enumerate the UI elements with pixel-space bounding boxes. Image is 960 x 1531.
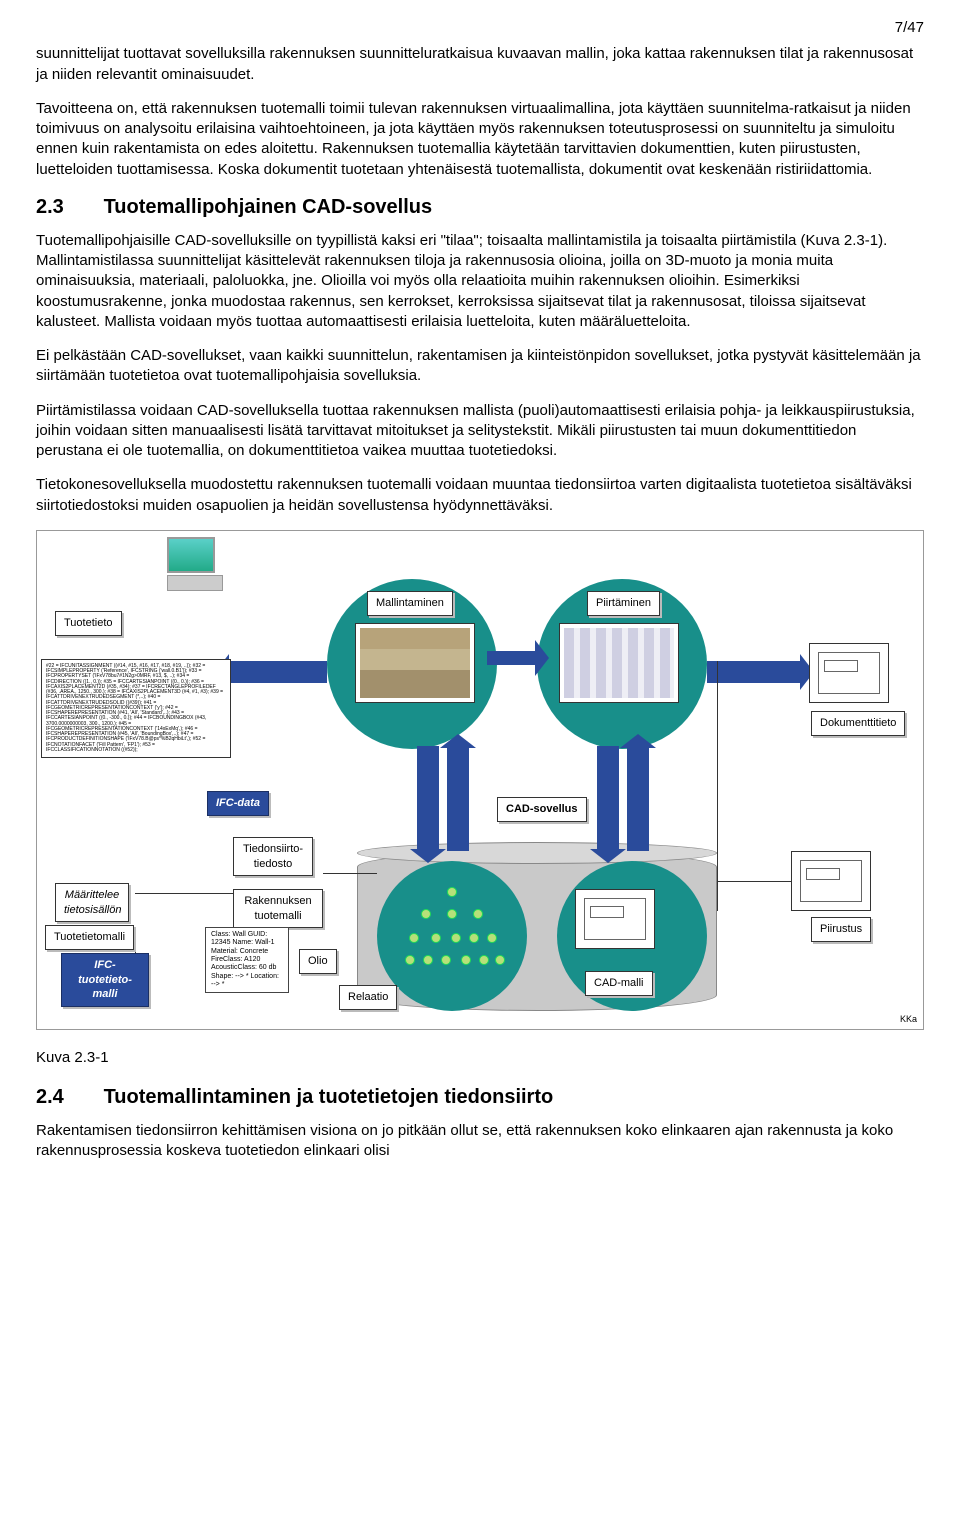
label-piirtaminen: Piirtäminen: [587, 591, 660, 616]
label-mallintaminen: Mallintaminen: [367, 591, 453, 616]
label-olio: Olio: [299, 949, 337, 974]
label-rakennuksen-tuotemalli: Rakennuksen tuotemalli: [233, 889, 323, 929]
page-number: 7/47: [36, 18, 924, 38]
section-title: Tuotemallintaminen ja tuotetietojen tied…: [104, 1086, 554, 1108]
connector: [323, 873, 377, 874]
body-paragraph: Tuotemallipohjaisille CAD-sovelluksille …: [36, 231, 924, 332]
label-piirustus: Piirustus: [811, 917, 871, 942]
label-ifc-data: IFC-data: [207, 791, 269, 816]
arrow-down-left: [417, 746, 439, 851]
plan-thumbnail: [559, 623, 679, 703]
body-paragraph: Rakentamisen tiedonsiirron kehittämisen …: [36, 1121, 924, 1162]
arrow-up-right: [627, 746, 649, 851]
connector: [717, 881, 791, 882]
connector: [135, 893, 235, 894]
label-dokumenttitieto: Dokumenttitieto: [811, 711, 905, 736]
model-thumbnail: [355, 623, 475, 703]
label-relaatio: Relaatio: [339, 985, 397, 1010]
drawing-icon: [791, 851, 871, 911]
label-tiedonsiirtotiedosto: Tiedonsiirto-tiedosto: [233, 837, 313, 877]
cad-plan-icon: [575, 889, 655, 949]
label-maarittelee: Määrittelee tietosisällön: [55, 883, 129, 923]
arrow-down-right: [597, 746, 619, 851]
computer-icon: [167, 537, 223, 591]
tree-graph: [403, 887, 503, 967]
label-cad-malli: CAD-malli: [585, 971, 653, 996]
body-paragraph: Tavoitteena on, että rakennuksen tuotema…: [36, 99, 924, 180]
section-heading-2-3: 2.3 Tuotemallipohjainen CAD-sovellus: [36, 194, 924, 221]
section-heading-2-4: 2.4 Tuotemallintaminen ja tuotetietojen …: [36, 1084, 924, 1111]
section-number: 2.3: [36, 194, 98, 221]
body-paragraph: suunnittelijat tuottavat sovelluksilla r…: [36, 44, 924, 85]
label-tuotetietomalli: Tuotetietomalli: [45, 925, 134, 950]
arrow-right-out: [707, 661, 802, 683]
body-paragraph: Ei pelkästään CAD-sovellukset, vaan kaik…: [36, 346, 924, 387]
arrow-up-left: [447, 746, 469, 851]
figure-caption: Kuva 2.3-1: [36, 1048, 924, 1068]
class-attributes: Class: Wall GUID: 12345 Name: Wall-1 Mat…: [205, 927, 289, 994]
body-paragraph: Tietokonesovelluksella muodostettu raken…: [36, 475, 924, 516]
document-icon-right-top: [809, 643, 889, 703]
author-initials: KKa: [900, 1013, 917, 1025]
diagram-figure: Tuotetieto Mallintaminen Piirtäminen Dok…: [36, 530, 924, 1030]
section-title: Tuotemallipohjainen CAD-sovellus: [104, 196, 433, 218]
label-tuotetieto: Tuotetieto: [55, 611, 122, 636]
ifc-code-listing: #22 = IFCUNITASSIGNMENT ((#14, #15, #16,…: [41, 659, 231, 758]
connector: [717, 661, 718, 911]
label-ifc-tuotetietomalli: IFC-tuotetieto-malli: [61, 953, 149, 1008]
section-number: 2.4: [36, 1084, 98, 1111]
label-cad-sovellus: CAD-sovellus: [497, 797, 587, 822]
arrow-left-out: [227, 661, 327, 683]
body-paragraph: Piirtämistilassa voidaan CAD-sovelluksel…: [36, 401, 924, 462]
arrow-horizontal: [487, 651, 537, 665]
